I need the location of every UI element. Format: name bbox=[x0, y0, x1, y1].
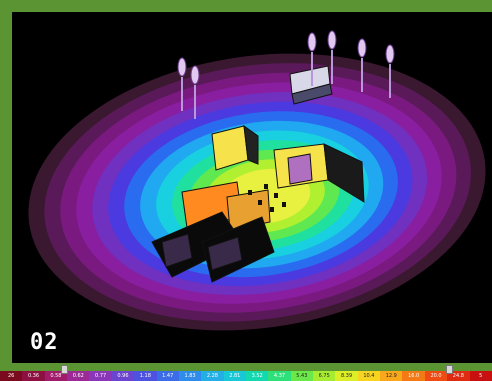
legend-cell: 0.62 bbox=[67, 371, 90, 381]
legend-cell: 24.8 bbox=[447, 371, 470, 381]
legend-cell: 12.9 bbox=[380, 371, 403, 381]
legend-cell: 0.77 bbox=[89, 371, 112, 381]
legend-cell: 6.75 bbox=[313, 371, 336, 381]
building bbox=[161, 233, 193, 268]
legend-cell: 10.4 bbox=[357, 371, 381, 381]
legend-cell: 1.83 bbox=[178, 371, 202, 381]
lamp-head bbox=[327, 30, 337, 50]
legend-cell: 3.52 bbox=[245, 371, 269, 381]
legend-cell: 8.39 bbox=[335, 371, 358, 381]
building-facade bbox=[287, 153, 313, 185]
legend-cell: 1.18 bbox=[134, 371, 157, 381]
lamp-head bbox=[177, 57, 187, 77]
lamp-head bbox=[307, 32, 317, 52]
legend-cell: 5.43 bbox=[290, 371, 314, 381]
ground-marker bbox=[248, 190, 252, 195]
slider-handle-min-icon[interactable] bbox=[61, 365, 68, 374]
lamp-head bbox=[190, 65, 200, 85]
legend-cell: 16.0 bbox=[402, 371, 425, 381]
legend-cell: 0.36 bbox=[22, 371, 45, 381]
legend-cell: 5 bbox=[469, 371, 492, 381]
3d-viewport[interactable]: 02 bbox=[12, 12, 492, 363]
legend-cell: 2.28 bbox=[201, 371, 224, 381]
building-shadow bbox=[291, 83, 333, 105]
legend-cell: 0.96 bbox=[111, 371, 135, 381]
slider-handle-max-icon[interactable] bbox=[446, 365, 453, 374]
legend-cell: 26 bbox=[0, 371, 23, 381]
legend-cell: 1.47 bbox=[156, 371, 179, 381]
building-shadow bbox=[243, 124, 259, 165]
legend-cell: 2.81 bbox=[223, 371, 246, 381]
daylight-contour-render bbox=[28, 30, 486, 331]
building-shadow bbox=[323, 143, 365, 203]
panel-number: 02 bbox=[30, 330, 59, 355]
lamp-head bbox=[357, 38, 367, 58]
ground-marker bbox=[258, 200, 262, 205]
lamp-head bbox=[385, 44, 395, 64]
ground-marker bbox=[274, 193, 278, 198]
color-scale-legend: 26 0.36 0.58 0.62 0.77 0.96 1.18 1.47 1.83 2.28 2.… bbox=[0, 371, 492, 381]
legend-cell: 4.37 bbox=[268, 371, 291, 381]
ground-marker bbox=[282, 202, 286, 207]
building bbox=[207, 236, 243, 271]
legend-cell: 0.58 bbox=[44, 371, 68, 381]
ground-marker bbox=[264, 184, 268, 189]
legend-cell: 20.0 bbox=[424, 371, 448, 381]
ground-marker bbox=[270, 207, 274, 212]
